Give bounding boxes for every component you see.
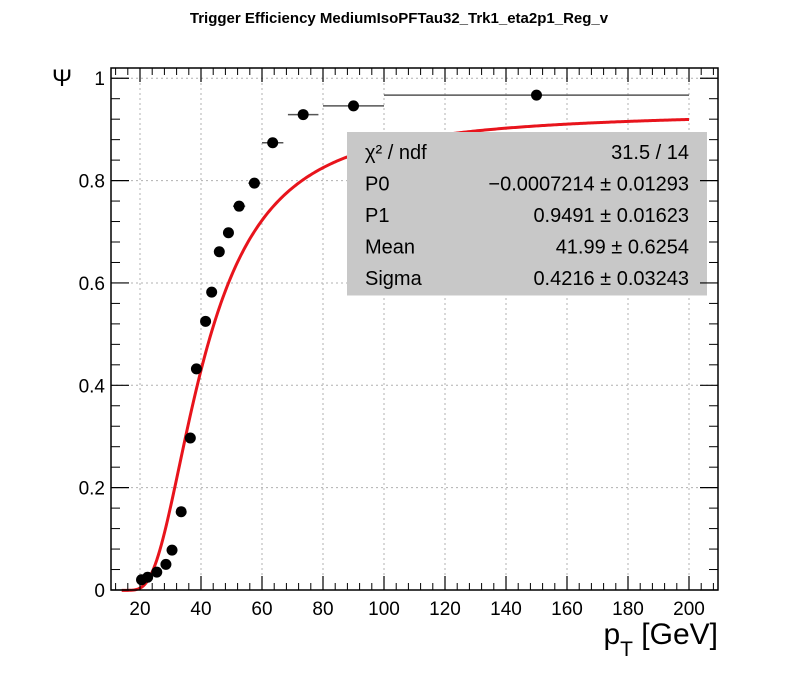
data-point bbox=[213, 246, 225, 258]
stats-label: Sigma bbox=[365, 268, 423, 290]
data-point-marker bbox=[531, 89, 542, 101]
chart-title: Trigger Efficiency MediumIsoPFTau32_Trk1… bbox=[190, 10, 609, 27]
data-point-marker bbox=[160, 558, 172, 570]
y-tick-label: 0.6 bbox=[79, 274, 105, 295]
data-point-marker bbox=[348, 100, 359, 112]
data-point-marker bbox=[213, 246, 225, 258]
x-tick-label: 80 bbox=[312, 599, 333, 620]
stats-label: χ² / ndf bbox=[365, 142, 427, 164]
stats-label: P0 bbox=[365, 174, 389, 196]
stats-box: χ² / ndf 31.5 / 14 P0 −0.0007214 ± 0.01293 P… bbox=[347, 132, 707, 296]
x-tick-label: 120 bbox=[429, 599, 461, 620]
y-tick-label: 0.8 bbox=[79, 172, 105, 193]
x-axis-label-unit: [GeV] bbox=[633, 618, 718, 651]
stats-value: 31.5 / 14 bbox=[611, 142, 689, 164]
x-tick-label: 60 bbox=[251, 599, 272, 620]
y-tick-label: 0.2 bbox=[79, 479, 105, 500]
data-point-marker bbox=[233, 200, 245, 212]
data-point-marker bbox=[166, 544, 178, 556]
axis-ticks: 20 40 60 80 100 120 140 160 180 200 0 0.2 0.4 0.6 0.8 1 bbox=[79, 68, 718, 620]
y-axis-label: Ψ bbox=[52, 65, 72, 92]
data-point bbox=[184, 432, 196, 444]
data-point-marker bbox=[222, 227, 234, 239]
data-point-marker bbox=[142, 571, 154, 583]
data-point bbox=[287, 109, 319, 121]
y-tick-label: 0 bbox=[94, 581, 105, 602]
data-point-marker bbox=[267, 137, 279, 149]
data-point bbox=[151, 566, 163, 578]
x-tick-label: 140 bbox=[490, 599, 522, 620]
data-point bbox=[323, 100, 384, 112]
x-tick-label: 100 bbox=[368, 599, 400, 620]
data-point bbox=[233, 200, 246, 212]
data-point-marker bbox=[297, 109, 309, 121]
data-point-marker bbox=[190, 363, 202, 375]
data-point-marker bbox=[206, 286, 218, 298]
x-tick-label: 180 bbox=[612, 599, 644, 620]
data-point bbox=[160, 558, 172, 570]
data-point bbox=[200, 315, 212, 327]
x-tick-label: 200 bbox=[673, 599, 705, 620]
y-tick-label: 1 bbox=[94, 69, 105, 90]
data-point-marker bbox=[184, 432, 196, 444]
data-point bbox=[142, 571, 154, 583]
stats-value: −0.0007214 ± 0.01293 bbox=[488, 174, 689, 196]
x-axis-label: pT [GeV] bbox=[603, 618, 718, 661]
data-point-marker bbox=[248, 177, 260, 189]
data-point bbox=[190, 363, 202, 375]
x-tick-label: 160 bbox=[551, 599, 583, 620]
data-point-marker bbox=[175, 506, 187, 518]
data-point bbox=[206, 286, 218, 298]
x-axis-label-main: p bbox=[603, 618, 620, 651]
stats-value: 0.4216 ± 0.03243 bbox=[533, 268, 689, 290]
data-point-marker bbox=[151, 566, 163, 578]
stats-label: P1 bbox=[365, 205, 389, 227]
plot-frame bbox=[110, 67, 719, 591]
data-point bbox=[166, 544, 178, 556]
x-tick-label: 40 bbox=[190, 599, 211, 620]
x-axis-label-subscript: T bbox=[620, 638, 633, 661]
y-tick-label: 0.4 bbox=[79, 376, 106, 397]
data-points bbox=[136, 89, 689, 586]
data-point bbox=[175, 506, 187, 518]
stats-label: Mean bbox=[365, 237, 415, 259]
stats-value: 0.9491 ± 0.01623 bbox=[533, 205, 689, 227]
data-point-marker bbox=[200, 315, 212, 327]
data-point bbox=[262, 137, 284, 149]
stats-value: 41.99 ± 0.6254 bbox=[556, 237, 689, 259]
data-point bbox=[384, 89, 689, 101]
data-point bbox=[222, 227, 234, 239]
x-tick-label: 20 bbox=[129, 599, 150, 620]
data-point bbox=[248, 177, 261, 189]
stats-box-background bbox=[347, 132, 707, 296]
